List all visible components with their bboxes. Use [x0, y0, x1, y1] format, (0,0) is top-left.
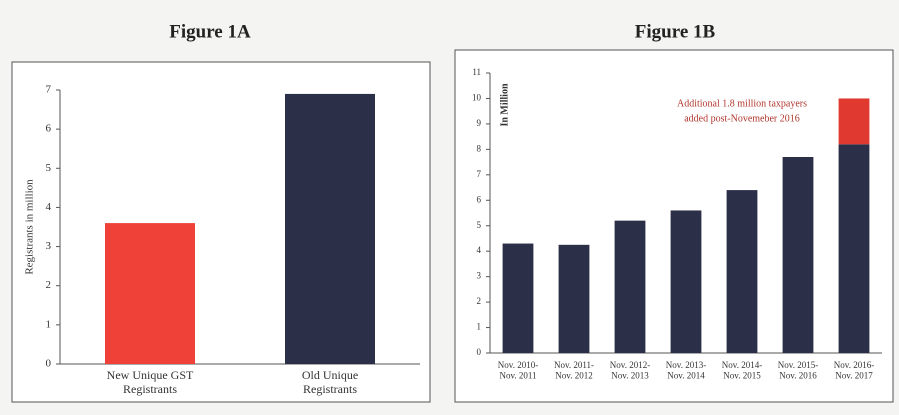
y-tick-label: 0	[477, 347, 482, 357]
y-tick-label: 6	[477, 194, 482, 204]
y-tick-label: 5	[477, 220, 482, 230]
x-tick-label: Nov. 2014-Nov. 2015	[722, 360, 762, 380]
y-tick-label: 11	[472, 67, 481, 77]
y-tick-label: 4	[46, 201, 52, 213]
bar	[105, 223, 195, 364]
x-tick-label: New Unique GST Registrants	[107, 368, 194, 396]
y-tick-label: 3	[477, 271, 482, 281]
bar-segment	[614, 220, 646, 353]
bar-segment	[838, 144, 870, 353]
bar-segment	[502, 243, 534, 353]
bar-segment	[838, 98, 870, 145]
y-tick-label: 3	[46, 240, 52, 252]
figure-title: Figure 1B	[635, 21, 716, 42]
x-tick-label: Nov. 2013-Nov. 2014	[666, 360, 706, 380]
y-tick-label: 5	[46, 162, 52, 174]
y-tick-label: 9	[477, 118, 482, 128]
y-axis-label: Registrants in million	[24, 179, 36, 275]
y-tick-label: 2	[46, 279, 52, 291]
annotation: Additional 1.8 million taxpayers	[677, 98, 807, 109]
y-tick-label: 1	[477, 322, 482, 332]
bar-segment	[782, 157, 814, 353]
bar	[285, 93, 375, 365]
y-tick-label: 6	[46, 123, 52, 135]
bar-segment	[558, 244, 590, 353]
y-tick-label: 8	[477, 143, 482, 153]
bar-segment	[670, 210, 702, 353]
y-axis-label: In Million	[499, 83, 510, 127]
y-tick-label: 7	[46, 84, 52, 96]
x-tick-label: Nov. 2011-Nov. 2012	[554, 360, 594, 380]
y-tick-label: 10	[472, 93, 482, 103]
x-tick-label: Nov. 2016-Nov. 2017	[834, 360, 874, 380]
x-tick-label: Old Unique Registrants	[302, 368, 358, 396]
y-tick-label: 0	[46, 358, 52, 370]
y-tick-label: 1	[46, 318, 52, 330]
bar-segment	[726, 190, 758, 353]
x-tick-label: Nov. 2012-Nov. 2013	[610, 360, 650, 380]
y-tick-label: 4	[477, 245, 482, 255]
y-tick-label: 7	[477, 169, 482, 179]
annotation: added post-Novemeber 2016	[684, 113, 800, 124]
y-tick-label: 2	[477, 296, 482, 306]
figure-title: Figure 1A	[169, 21, 251, 42]
x-tick-label: Nov. 2010-Nov. 2011	[498, 360, 538, 380]
x-tick-label: Nov. 2015-Nov. 2016	[778, 360, 818, 380]
